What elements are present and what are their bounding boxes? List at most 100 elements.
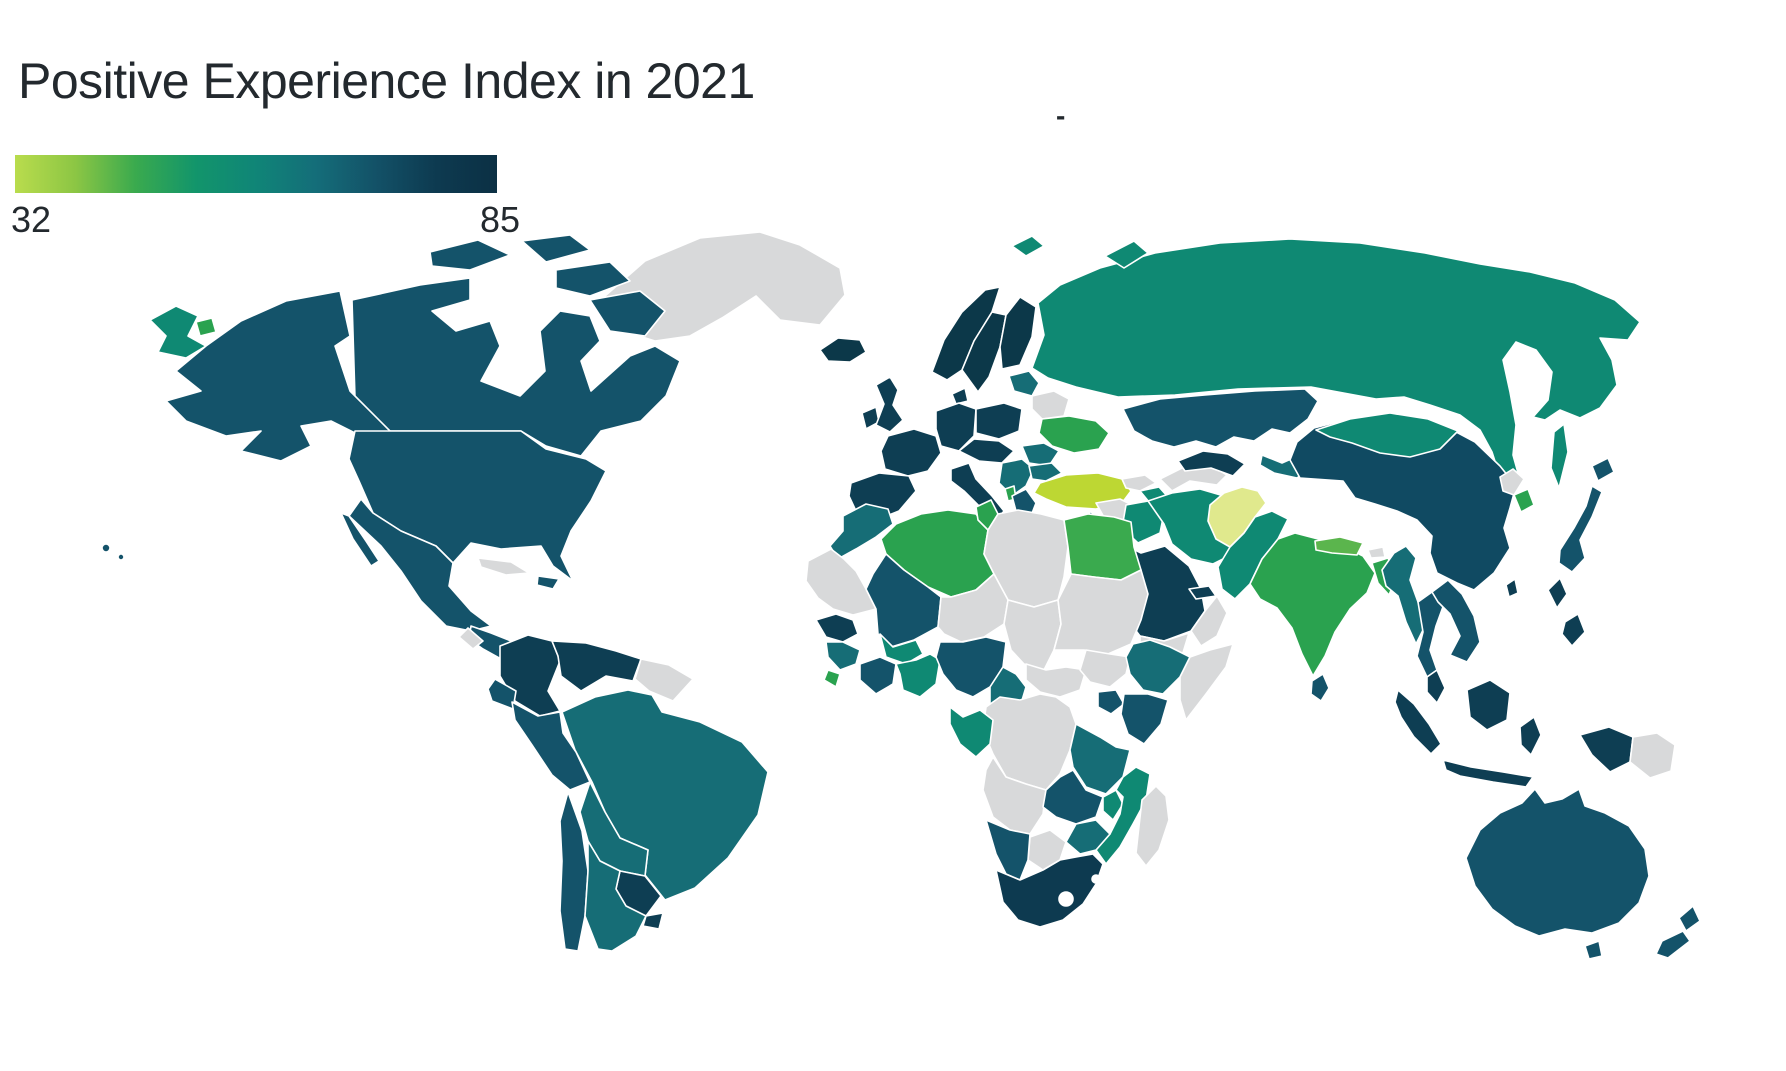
region-egypt[interactable] xyxy=(1063,513,1142,581)
page-title: Positive Experience Index in 2021 xyxy=(18,52,755,109)
color-legend: 32 85 xyxy=(11,155,520,240)
region-eswatini[interactable] xyxy=(1091,874,1101,884)
region-mozambique[interactable] xyxy=(1095,766,1151,865)
region-japan[interactable] xyxy=(1591,457,1615,482)
region-svalbard[interactable] xyxy=(1011,235,1045,257)
region-uganda[interactable] xyxy=(1097,689,1125,715)
region-nepal[interactable] xyxy=(1314,536,1364,556)
region-guatemala[interactable] xyxy=(458,627,484,650)
region-alaska[interactable] xyxy=(165,290,396,462)
region-uae[interactable] xyxy=(1188,585,1217,600)
region-poland[interactable] xyxy=(975,402,1023,440)
region-south-africa[interactable] xyxy=(995,853,1104,928)
region-bulgaria[interactable] xyxy=(1028,462,1063,482)
region-denmark[interactable] xyxy=(951,387,969,405)
region-india[interactable] xyxy=(1249,532,1376,677)
region-sulawesi[interactable] xyxy=(1519,716,1542,756)
region-ethiopia[interactable] xyxy=(1125,639,1191,695)
region-central-african-republic[interactable] xyxy=(1025,663,1087,698)
region-finland[interactable] xyxy=(999,296,1037,370)
region-south-korea[interactable] xyxy=(1513,488,1535,513)
region-balkans[interactable] xyxy=(998,458,1035,497)
region-cuba[interactable] xyxy=(477,557,530,576)
region-ivory-coast[interactable] xyxy=(859,656,897,695)
region-mauritania[interactable] xyxy=(805,548,877,616)
region-hawaii[interactable] xyxy=(117,553,125,561)
legend-max-label: 85 xyxy=(479,199,520,240)
region-chad[interactable] xyxy=(1003,599,1062,671)
region-canada[interactable] xyxy=(351,277,681,457)
region-france[interactable] xyxy=(880,428,942,477)
region-kazakhstan[interactable] xyxy=(1122,388,1319,448)
region-uk[interactable] xyxy=(875,376,904,433)
region-senegal[interactable] xyxy=(815,613,859,643)
region-tasmania[interactable] xyxy=(1584,940,1603,960)
region-argentina[interactable] xyxy=(584,840,647,952)
region-canada-arctic[interactable] xyxy=(429,239,511,271)
region-baltics[interactable] xyxy=(1008,370,1040,397)
region-uzbekistan[interactable] xyxy=(1177,450,1246,477)
region-new-zealand[interactable] xyxy=(1678,905,1701,932)
region-mongolia[interactable] xyxy=(1315,412,1459,458)
region-malawi[interactable] xyxy=(1102,789,1124,821)
region-philippines[interactable] xyxy=(1561,613,1586,647)
region-chukotka[interactable] xyxy=(149,305,207,359)
region-ecuador[interactable] xyxy=(487,678,517,710)
region-west-new-guinea[interactable] xyxy=(1579,726,1634,773)
region-sakhalin[interactable] xyxy=(1550,423,1569,489)
region-belarus[interactable] xyxy=(1031,390,1070,420)
region-germany[interactable] xyxy=(935,402,977,452)
region-canada-arctic[interactable] xyxy=(555,261,631,297)
region-venezuela[interactable] xyxy=(551,640,642,692)
region-tanzania[interactable] xyxy=(1069,723,1131,795)
region-sri-lanka[interactable] xyxy=(1310,673,1330,702)
region-sierra-leone[interactable] xyxy=(823,669,841,688)
region-namibia[interactable] xyxy=(985,819,1031,881)
region-java[interactable] xyxy=(1442,759,1534,788)
region-sumatra[interactable] xyxy=(1394,689,1442,755)
region-madagascar[interactable] xyxy=(1135,785,1170,867)
region-romania[interactable] xyxy=(1021,442,1060,467)
region-gabon-congo[interactable] xyxy=(949,706,994,758)
region-australia[interactable] xyxy=(1465,788,1650,937)
region-borneo[interactable] xyxy=(1466,679,1511,731)
region-ghana-togo-benin[interactable] xyxy=(895,653,941,698)
region-south-sudan[interactable] xyxy=(1079,649,1131,688)
region-kenya[interactable] xyxy=(1120,693,1169,745)
region-new-zealand[interactable] xyxy=(1655,930,1691,959)
region-somalia[interactable] xyxy=(1179,643,1234,721)
region-indochina[interactable] xyxy=(1431,579,1481,663)
region-guinea[interactable] xyxy=(825,641,861,671)
region-greenland[interactable] xyxy=(604,231,846,342)
region-lesotho[interactable] xyxy=(1058,891,1074,907)
region-sudan[interactable] xyxy=(1053,569,1149,655)
region-baja[interactable] xyxy=(340,512,380,567)
region-bhutan[interactable] xyxy=(1367,546,1386,559)
region-north-korea[interactable] xyxy=(1499,468,1525,496)
region-oman[interactable] xyxy=(1190,595,1228,647)
region-uruguay[interactable] xyxy=(642,912,664,930)
region-japan[interactable] xyxy=(1558,485,1603,573)
region-iceland[interactable] xyxy=(819,337,867,363)
region-malaysia[interactable] xyxy=(1426,669,1446,704)
region-burkina-faso[interactable] xyxy=(879,633,924,665)
region-philippines[interactable] xyxy=(1547,577,1568,609)
region-taiwan[interactable] xyxy=(1505,578,1519,598)
region-baffin-island[interactable] xyxy=(589,290,666,337)
region-hispaniola[interactable] xyxy=(536,575,560,590)
region-russia[interactable] xyxy=(1031,238,1641,501)
region-canada-arctic[interactable] xyxy=(521,234,591,263)
region-norway[interactable] xyxy=(931,286,1001,381)
region-czech-austria[interactable] xyxy=(958,438,1015,464)
region-papua-new-guinea[interactable] xyxy=(1629,732,1676,779)
region-chile[interactable] xyxy=(559,791,589,952)
region-hawaii[interactable] xyxy=(101,543,111,553)
region-georgia-armenia[interactable] xyxy=(1121,474,1157,492)
region-morocco[interactable] xyxy=(829,503,894,560)
region-guyanas[interactable] xyxy=(634,658,694,702)
region-ukraine[interactable] xyxy=(1038,415,1110,454)
region-chukotka-green[interactable] xyxy=(195,317,217,337)
region-novaya-zemlya[interactable] xyxy=(1104,240,1149,269)
region-zambia[interactable] xyxy=(1042,769,1104,825)
